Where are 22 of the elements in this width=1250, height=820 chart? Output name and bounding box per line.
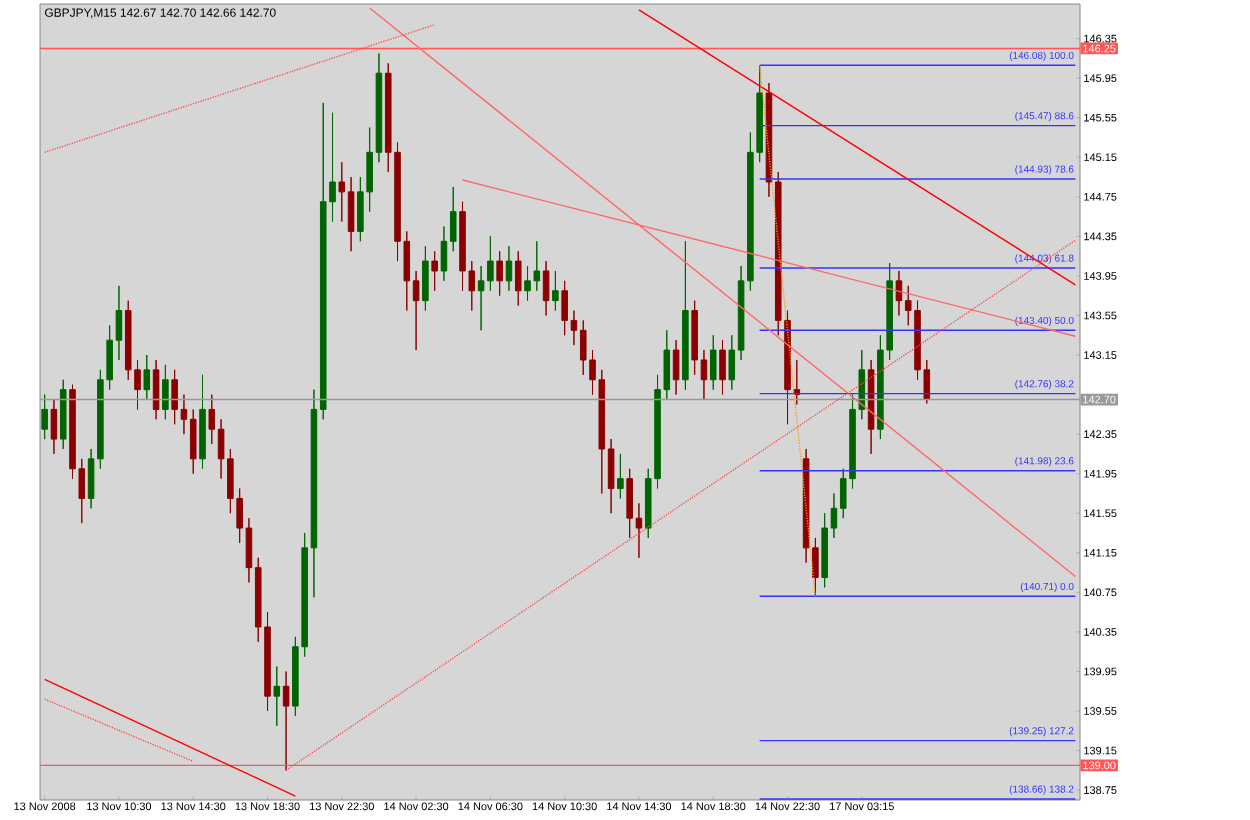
candlestick [422, 245, 429, 312]
candlestick [514, 250, 522, 307]
candlestick [50, 399, 58, 455]
candlestick [41, 394, 48, 440]
candlestick [552, 270, 559, 312]
candlestick [162, 364, 169, 420]
candlestick [542, 260, 550, 316]
candlestick [682, 240, 689, 391]
candlestick [505, 245, 513, 292]
candlestick [143, 354, 151, 401]
candlestick [152, 359, 160, 420]
candlestick [199, 374, 206, 470]
candlestick [719, 339, 726, 396]
candlestick [867, 359, 875, 455]
candlestick [672, 339, 680, 396]
candlestick [709, 334, 717, 391]
candlestick [617, 453, 624, 499]
candlestick [282, 670, 290, 771]
candlestick [431, 250, 438, 292]
candlestick [496, 250, 503, 297]
candlestick [273, 666, 281, 727]
candlestick [59, 379, 67, 450]
